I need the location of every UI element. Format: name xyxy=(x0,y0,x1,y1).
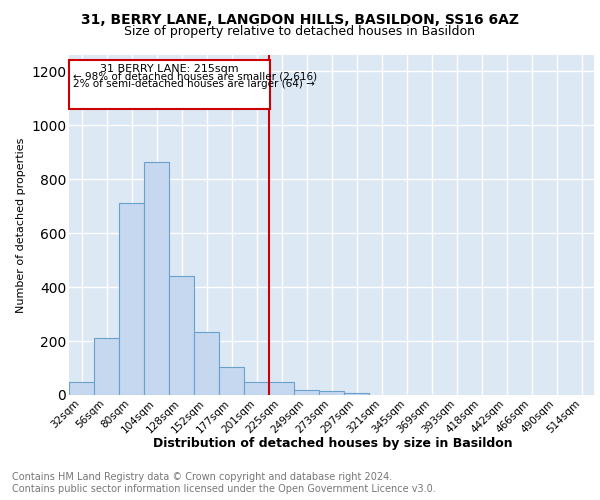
Bar xyxy=(194,332,219,395)
Bar xyxy=(269,382,294,395)
Text: Size of property relative to detached houses in Basildon: Size of property relative to detached ho… xyxy=(125,25,476,38)
Bar xyxy=(319,392,344,395)
Text: 31, BERRY LANE, LANGDON HILLS, BASILDON, SS16 6AZ: 31, BERRY LANE, LANGDON HILLS, BASILDON,… xyxy=(81,12,519,26)
Bar xyxy=(294,390,319,395)
Bar xyxy=(344,393,369,395)
Bar xyxy=(94,338,119,395)
Text: Contains HM Land Registry data © Crown copyright and database right 2024.
Contai: Contains HM Land Registry data © Crown c… xyxy=(12,472,436,494)
Text: ← 98% of detached houses are smaller (2,616): ← 98% of detached houses are smaller (2,… xyxy=(73,72,317,82)
Bar xyxy=(69,382,94,395)
Bar xyxy=(169,276,194,395)
Text: 31 BERRY LANE: 215sqm: 31 BERRY LANE: 215sqm xyxy=(100,64,238,74)
Text: Distribution of detached houses by size in Basildon: Distribution of detached houses by size … xyxy=(153,438,513,450)
Bar xyxy=(219,367,244,395)
Bar xyxy=(244,382,269,395)
Bar xyxy=(69,60,270,109)
Bar xyxy=(144,162,169,395)
Y-axis label: Number of detached properties: Number of detached properties xyxy=(16,138,26,312)
Text: 2% of semi-detached houses are larger (64) →: 2% of semi-detached houses are larger (6… xyxy=(73,78,314,88)
Bar xyxy=(119,204,144,395)
